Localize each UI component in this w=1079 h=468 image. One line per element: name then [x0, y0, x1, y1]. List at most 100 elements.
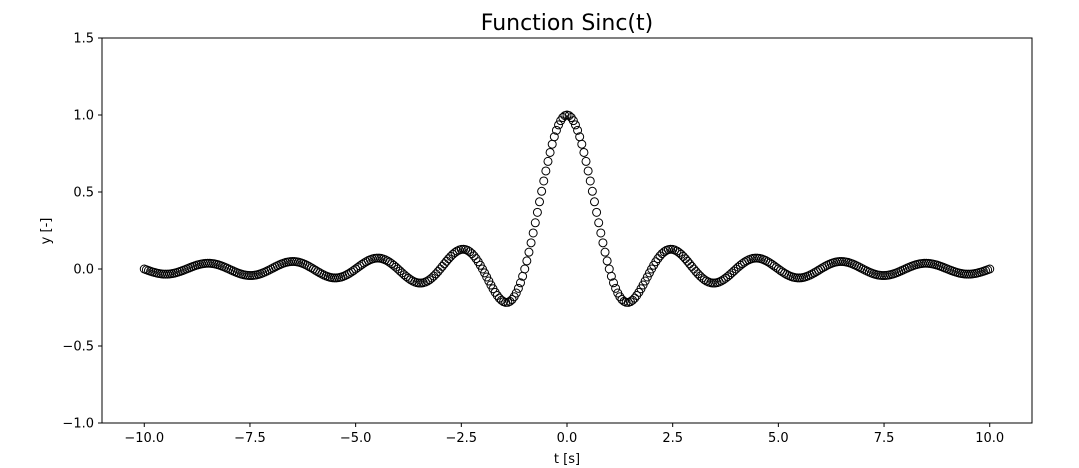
data-point	[537, 186, 547, 196]
data-point	[442, 256, 452, 266]
x-tick-label: 2.5	[662, 431, 683, 446]
x-tick-label: 10.0	[975, 431, 1004, 446]
data-point	[530, 218, 540, 228]
y-axis-label: y [-]	[39, 218, 54, 245]
x-tick-label: −2.5	[446, 431, 478, 446]
data-point	[604, 264, 614, 274]
data-point	[545, 147, 555, 157]
data-point	[651, 257, 661, 267]
data-point	[570, 120, 580, 130]
data-point	[380, 255, 390, 265]
x-tick-label: 0.0	[557, 431, 578, 446]
data-point	[539, 176, 549, 186]
data-point	[611, 283, 621, 293]
data-point	[750, 253, 760, 263]
data-point	[511, 288, 521, 298]
data-point	[435, 264, 445, 274]
y-tick-label: −0.5	[62, 340, 94, 355]
data-point	[577, 139, 587, 149]
data-point	[822, 260, 832, 270]
data-point	[547, 139, 557, 149]
data-point	[583, 166, 593, 176]
data-point	[702, 276, 711, 286]
data-point	[596, 228, 606, 238]
y-tick-label: −1.0	[62, 417, 94, 432]
data-points	[139, 110, 995, 307]
data-point	[543, 156, 553, 166]
data-point	[761, 256, 771, 266]
data-point	[598, 238, 608, 248]
data-point	[742, 256, 752, 266]
y-tick-label: 0.0	[73, 263, 94, 278]
data-point	[659, 247, 669, 257]
data-point	[496, 295, 506, 305]
data-point	[691, 267, 701, 277]
y-tick-label: 1.0	[73, 109, 94, 124]
data-point	[592, 207, 602, 217]
data-point	[444, 254, 454, 264]
data-point	[420, 277, 430, 287]
y-axis-ticks: −1.0 −0.5 0.0 0.5 1.0 1.5	[62, 32, 102, 432]
data-point	[568, 116, 578, 126]
data-point	[573, 125, 583, 135]
data-point	[606, 271, 616, 281]
y-tick-label: 1.5	[73, 32, 94, 47]
data-point	[682, 256, 692, 266]
data-point	[689, 264, 699, 274]
x-axis-label: t [s]	[554, 452, 580, 467]
data-point	[685, 259, 695, 269]
data-point	[551, 125, 561, 135]
data-point	[513, 283, 523, 293]
data-point	[522, 256, 532, 266]
data-point	[554, 120, 564, 130]
data-point	[535, 197, 545, 207]
x-tick-label: 7.5	[874, 431, 895, 446]
data-point	[782, 270, 792, 280]
data-point	[985, 264, 995, 274]
data-point	[609, 278, 618, 288]
data-point	[532, 207, 542, 217]
data-point	[361, 257, 371, 267]
data-point	[520, 264, 530, 274]
data-point	[469, 251, 479, 261]
data-point	[437, 261, 447, 271]
data-point	[566, 113, 576, 123]
data-point	[587, 186, 597, 196]
data-point	[549, 132, 559, 142]
data-point	[526, 238, 536, 248]
data-point	[579, 147, 589, 157]
data-point	[414, 278, 424, 288]
data-point	[507, 295, 517, 305]
x-tick-label: −5.0	[340, 431, 372, 446]
data-point	[600, 247, 610, 257]
x-tick-label: 5.0	[768, 431, 789, 446]
data-point	[272, 261, 282, 271]
data-point	[630, 293, 640, 303]
chart-title: Function Sinc(t)	[481, 11, 653, 36]
data-point	[439, 259, 449, 269]
data-point	[541, 166, 551, 176]
data-point	[433, 267, 443, 277]
data-point	[317, 269, 327, 279]
data-point	[452, 246, 462, 256]
x-tick-label: −7.5	[234, 431, 266, 446]
data-point	[471, 254, 481, 264]
x-axis-ticks: −10.0 −7.5 −5.0 −2.5 0.0 2.5 5.0 7.5 10.0	[124, 423, 1004, 446]
y-tick-label: 0.5	[73, 186, 94, 201]
data-point	[680, 254, 690, 264]
data-point	[516, 278, 525, 288]
x-tick-label: −10.0	[124, 431, 164, 446]
data-point	[594, 218, 604, 228]
data-point	[602, 256, 612, 266]
data-point	[528, 228, 538, 238]
data-point	[589, 197, 599, 207]
data-point	[862, 266, 872, 276]
data-point	[581, 156, 591, 166]
data-point	[708, 278, 718, 288]
plot-area-frame	[101, 37, 1033, 424]
data-point	[585, 176, 595, 186]
data-point	[524, 247, 534, 257]
data-point	[687, 261, 697, 271]
